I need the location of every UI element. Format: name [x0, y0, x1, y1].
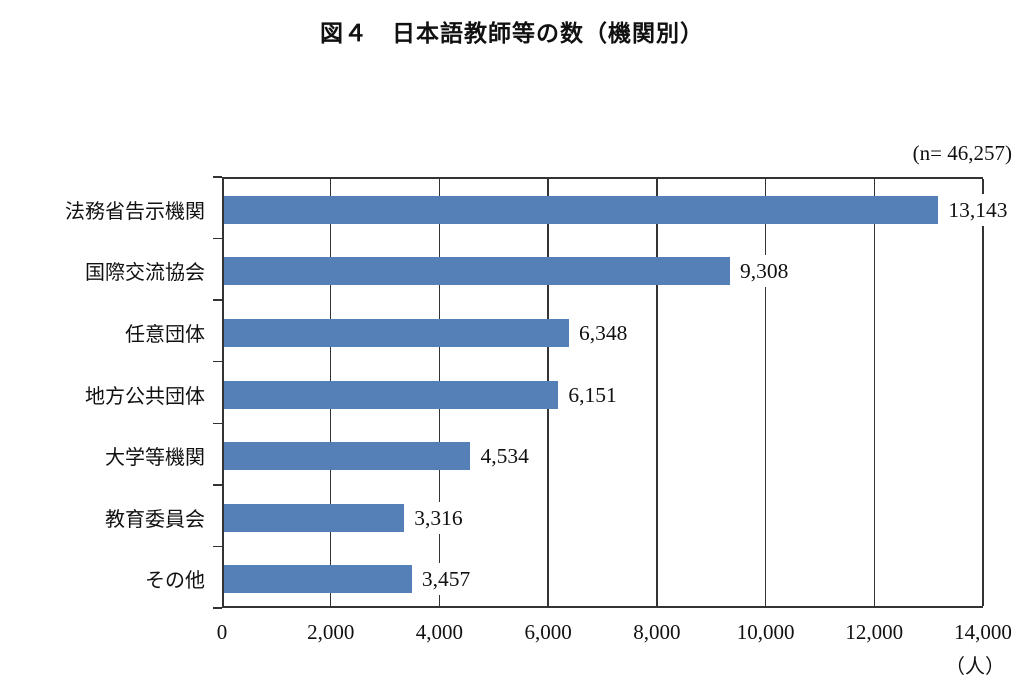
bar-value-label: 3,457: [415, 563, 476, 596]
y-axis-tick: [213, 176, 222, 178]
x-tick-label: 10,000: [736, 620, 795, 644]
grid-line-12,000: [873, 179, 876, 606]
x-tick-label: 12,000: [845, 620, 904, 644]
category-label: 教育委員会: [105, 508, 205, 531]
bar-value-label: 9,308: [733, 255, 794, 288]
bar-4: [224, 380, 559, 409]
bar-5: [224, 442, 471, 471]
bar-3: [224, 318, 570, 347]
x-tick-label: 14,000: [954, 620, 1012, 644]
bar-2: [224, 257, 730, 286]
y-axis-tick: [213, 545, 222, 548]
category-label: 法務省告示機関: [65, 200, 205, 223]
y-axis-tick: [213, 607, 222, 609]
sample-size-annotation: (n= 46,257): [912, 141, 1012, 165]
y-axis-tick: [213, 299, 222, 301]
bar-1: [224, 195, 939, 224]
category-label: その他: [145, 570, 205, 593]
x-axis-unit-label: （人）: [945, 656, 1005, 678]
grid-line-10,000: [764, 179, 767, 606]
bar-value-label: 13,143: [942, 193, 1013, 226]
category-label: 地方公共団体: [85, 385, 205, 408]
plot-area: 13,143 9,308 6,348 6,151 4,534 3,316 3,457: [222, 177, 1013, 608]
grid-line-8,000: [656, 179, 658, 606]
category-label: 国際交流協会: [85, 262, 205, 285]
x-tick-label: 0: [216, 620, 228, 644]
chart-title: 図４ 日本語教師等の数（機関別）: [320, 20, 704, 46]
x-tick-label: 8,000: [633, 620, 681, 644]
category-label: 大学等機関: [105, 447, 205, 470]
y-axis-tick: [213, 484, 222, 486]
bar-value-label: 6,151: [562, 378, 622, 411]
category-label: 任意団体: [125, 323, 205, 346]
x-tick-label: 2,000: [307, 620, 355, 644]
y-axis-tick: [213, 360, 222, 363]
grid-line-14,000: [982, 179, 984, 606]
bar-7: [224, 565, 412, 594]
bar-value-label: 4,534: [474, 440, 534, 473]
x-tick-label: 4,000: [415, 620, 464, 644]
bar-6: [224, 503, 405, 532]
bar-value-label: 3,316: [408, 501, 468, 534]
y-axis-tick: [213, 237, 222, 240]
bar-value-label: 6,348: [573, 316, 633, 349]
x-tick-label: 6,000: [524, 620, 572, 644]
y-axis-tick: [213, 422, 222, 425]
